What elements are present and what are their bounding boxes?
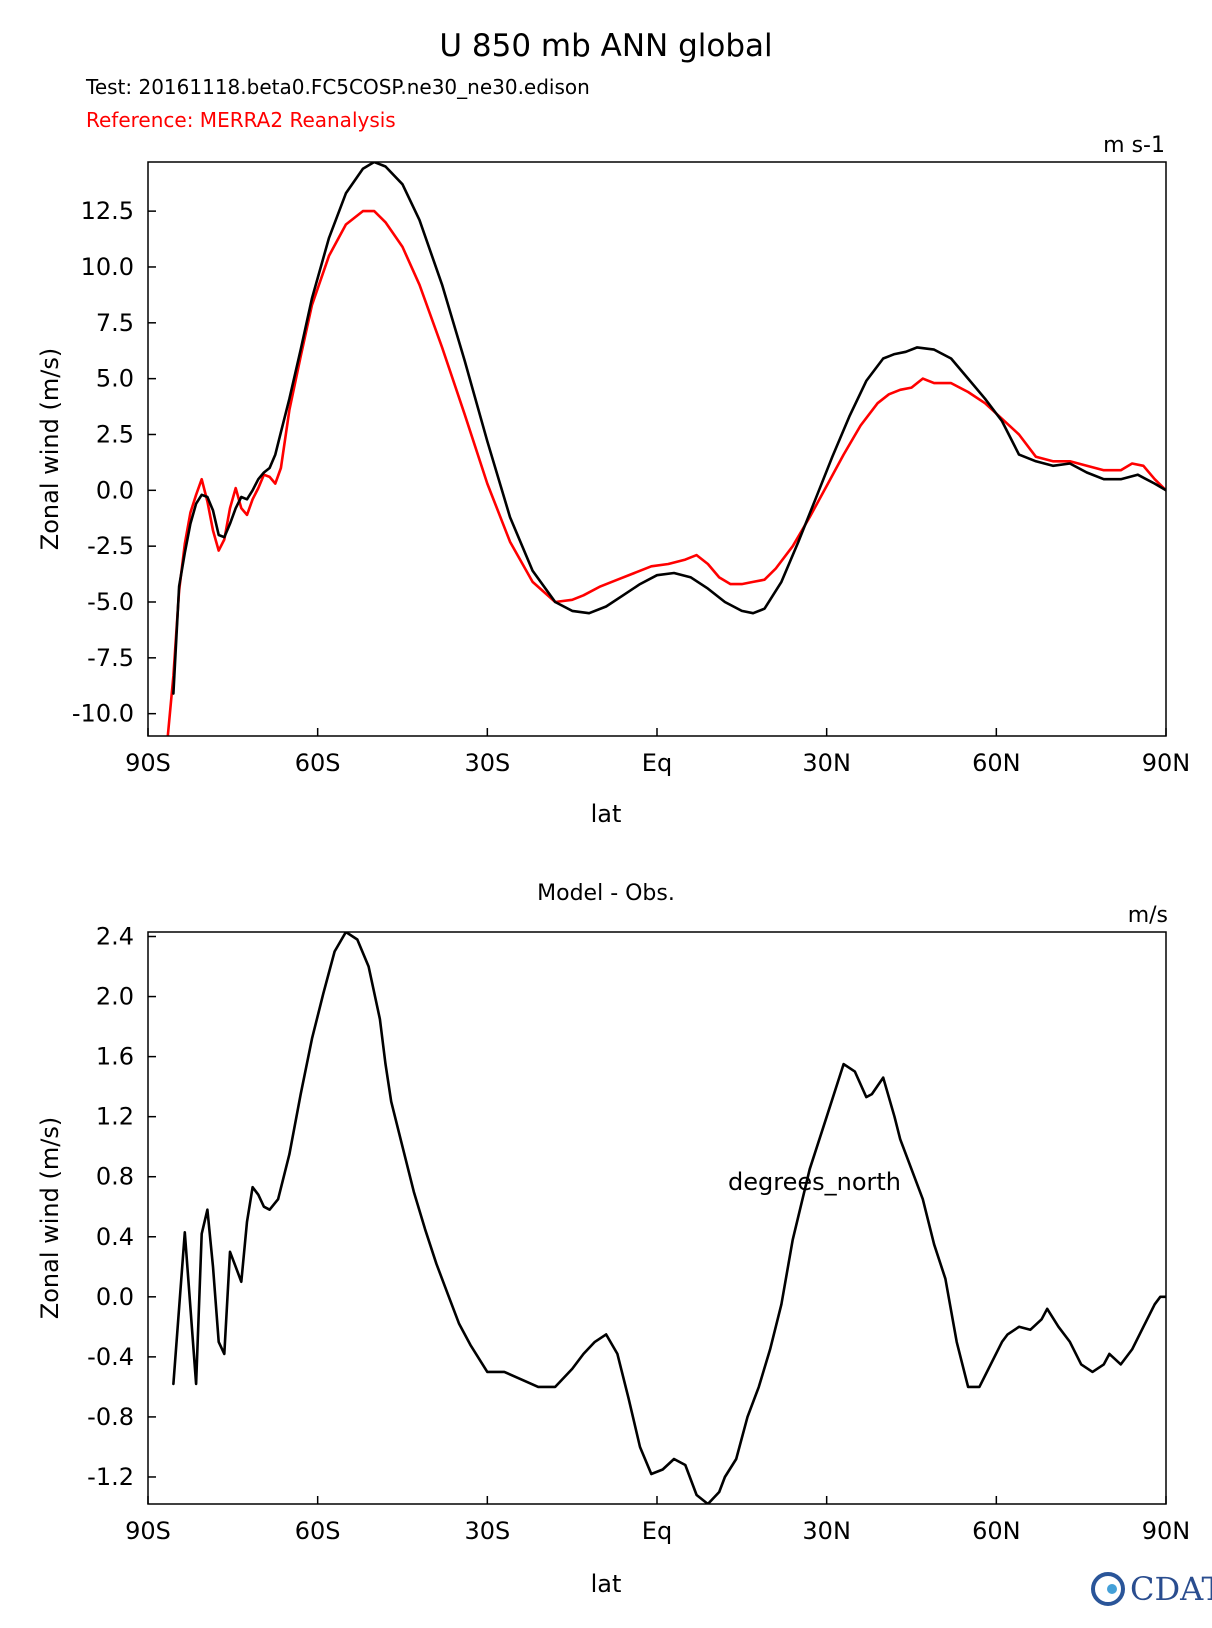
x-tick-label: 30S [464,1517,510,1545]
bottom-plot-frame [147,931,1167,1505]
x-tick-label: 30N [802,1517,851,1545]
reference-label: Reference: MERRA2 Reanalysis [86,108,396,132]
bottom-series [172,932,1166,1504]
x-tick-label: 90N [1142,749,1191,777]
difference-line [172,932,1166,1504]
test-label: Test: 20161118.beta0.FC5COSP.ne30_ne30.e… [85,75,590,99]
x-tick-label: 30N [802,749,851,777]
y-tick-label: 0.8 [96,1163,134,1191]
top-series [166,162,1166,736]
y-tick-label: -2.5 [87,532,134,560]
y-tick-label: 7.5 [96,309,134,337]
bottom-units-label: m/s [1128,903,1168,928]
y-tick-label: -0.4 [87,1343,134,1371]
x-tick-label: 60N [972,749,1021,777]
cdat-logo-dot-icon [1107,1584,1117,1594]
y-tick-label: 12.5 [81,197,134,225]
bottom-xlabel: lat [591,1570,622,1598]
cdat-logo-text: CDAT [1130,1570,1212,1608]
top-units-label: m s-1 [1103,133,1165,158]
x-tick-label: 60S [295,749,341,777]
top-ylabel: Zonal wind (m/s) [36,348,64,550]
y-tick-label: -7.5 [87,644,134,672]
x-tick-label: Eq [642,1517,672,1545]
y-tick-label: 1.2 [96,1103,134,1131]
bottom-title: Model - Obs. [537,881,675,906]
top-axes: 90S 60S 30S Eq 30N 60N 90N 12.5 10.0 7.5 5.0 2.5 0.0… [72,197,1190,777]
bottom-axes: 90S 60S 30S Eq 30N 60N 90N 2.4 2.0 1.6 1.2 0.8 0.4 0.… [87,923,1190,1545]
cdat-logo: CDAT [1091,1570,1212,1608]
y-tick-label: 2.0 [96,983,134,1011]
y-tick-label: 2.5 [96,420,134,448]
top-xlabel: lat [591,800,622,828]
figure-title: U 850 mb ANN global [439,28,772,64]
y-tick-label: 5.0 [96,365,134,393]
y-tick-label: -10.0 [72,700,134,728]
bottom-annotation: degrees_north [728,1168,901,1196]
x-tick-label: 30S [464,749,510,777]
x-tick-label: Eq [642,749,672,777]
bottom-ylabel: Zonal wind (m/s) [36,1117,64,1319]
y-tick-label: -0.8 [87,1403,134,1431]
difference-panel: Model - Obs. m/s 90S 60S 30S Eq 30N 60N 90N 2.4… [36,881,1190,1598]
x-tick-label: 90N [1142,1517,1191,1545]
x-tick-label: 60N [972,1517,1021,1545]
top-plot-frame [147,161,1167,737]
y-tick-label: -1.2 [87,1463,134,1491]
zonal-wind-panel: m s-1 90S 60S 30S Eq 30N 60N 90N 12.5 10.0 7.5 5.0… [36,133,1190,828]
test-line [172,162,1166,695]
y-tick-label: -5.0 [87,588,134,616]
y-tick-label: 0.0 [96,1283,134,1311]
y-tick-label: 2.4 [96,923,134,951]
y-tick-label: 0.0 [96,476,134,504]
x-tick-label: 90S [125,1517,171,1545]
x-tick-label: 60S [295,1517,341,1545]
y-tick-label: 1.6 [96,1043,134,1071]
x-tick-label: 90S [125,749,171,777]
cdat-logo-icon [1091,1572,1125,1606]
reference-line [166,209,1166,736]
y-tick-label: 0.4 [96,1223,134,1251]
y-tick-label: 10.0 [81,253,134,281]
